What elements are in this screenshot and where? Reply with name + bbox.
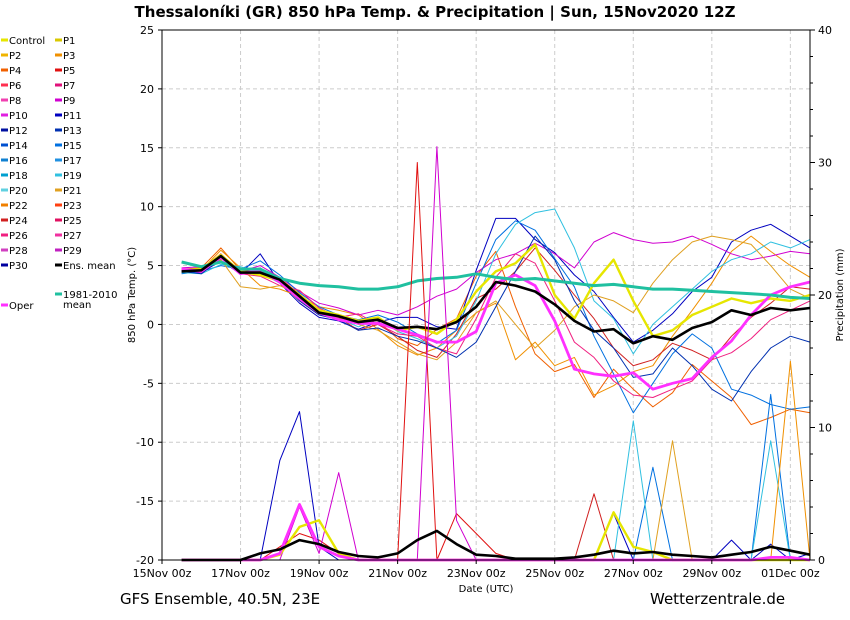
legend-label-p10: P10 (9, 111, 28, 122)
legend-label-p20: P20 (9, 186, 28, 197)
x-tick-label: 25Nov 00z (525, 567, 584, 580)
y-tick-label-left: 15 (140, 142, 154, 155)
y-tick-label-left: 20 (140, 83, 154, 96)
y-tick-label-left: -5 (143, 377, 154, 390)
y-axis-label-left: 850 hPa Temp. (°C) (127, 247, 138, 343)
legend-label-p15: P15 (63, 141, 82, 152)
x-tick-label: 23Nov 00z (447, 567, 506, 580)
legend-label-p12: P12 (9, 126, 28, 137)
legend-label-p6: P6 (9, 81, 21, 92)
legend-label-control: Control (9, 36, 45, 47)
y-tick-label-left: 25 (140, 24, 154, 37)
y-tick-label-left: 0 (147, 318, 154, 331)
legend-label-p13: P13 (63, 126, 82, 137)
y-tick-label-right: 30 (818, 157, 832, 170)
y-tick-label-right: 0 (818, 554, 825, 567)
x-tick-label: 17Nov 00z (211, 567, 270, 580)
x-tick-label: 15Nov 00z (133, 567, 192, 580)
legend-label-p8: P8 (9, 96, 21, 107)
y-tick-label-left: 10 (140, 201, 154, 214)
y-tick-label-left: -20 (136, 554, 154, 567)
x-axis-label: Date (UTC) (459, 584, 514, 595)
legend-label-p22: P22 (9, 201, 28, 212)
legend-label-p21: P21 (63, 186, 82, 197)
y-tick-label-left: 5 (147, 260, 154, 273)
legend-label-p1: P1 (63, 36, 75, 47)
grid-lines (161, 30, 810, 560)
legend-label-p2: P2 (9, 51, 21, 62)
legend-label-p29: P29 (63, 246, 82, 257)
legend-label-p7: P7 (63, 81, 75, 92)
y-tick-label-right: 20 (818, 289, 832, 302)
precip-line-p11 (181, 411, 811, 561)
precip-line-oper (181, 502, 811, 562)
footer-model: GFS Ensemble, 40.5N, 23E (120, 590, 320, 608)
legend-label-ens-mean: Ens. mean (63, 261, 116, 272)
legend-label-p16: P16 (9, 156, 28, 167)
temp-line-1981-2010-mean (181, 260, 811, 300)
precip-line-ens-mean (181, 529, 811, 562)
chart-title: Thessaloníki (GR) 850 hPa Temp. & Precip… (135, 3, 736, 22)
precip-line-p21 (181, 440, 810, 561)
legend-label-p17: P17 (63, 156, 82, 167)
y-tick-label-left: -10 (136, 436, 154, 449)
x-tick-label: 27Nov 00z (604, 567, 663, 580)
legend-label-p4: P4 (9, 66, 21, 77)
legend-label-p9: P9 (63, 96, 75, 107)
legend-label-p25: P25 (63, 216, 82, 227)
legend-label-oper: Oper (9, 301, 34, 312)
legend-label-1981-2010-mean: 1981-2010 mean (63, 290, 118, 311)
y-tick-label-right: 40 (818, 24, 832, 37)
legend-label-p5: P5 (63, 66, 75, 77)
legend-label-p11: P11 (63, 111, 82, 122)
legend-label-p3: P3 (63, 51, 75, 62)
legend-label-p27: P27 (63, 231, 82, 242)
legend-label-p26: P26 (9, 231, 28, 242)
temp-line-p9 (181, 232, 811, 316)
y-tick-label-left: -15 (136, 495, 154, 508)
precip-line-p5 (181, 162, 810, 561)
precip-line-p15 (181, 393, 810, 561)
legend: Control P1 P2 P3 P4 P5 P6 P7 P8 P9 P10 P11 P12 P13 P14… (1, 36, 118, 312)
y-tick-label-right: 10 (818, 422, 832, 435)
legend-label-p19: P19 (63, 171, 82, 182)
y-axis-label-right: Precipitation (mm) (835, 248, 846, 341)
legend-label-p28: P28 (9, 246, 28, 257)
temperature-series (181, 208, 811, 426)
x-tick-label: 21Nov 00z (368, 567, 427, 580)
legend-label-p24: P24 (9, 216, 28, 227)
legend-label-p14: P14 (9, 141, 28, 152)
footer-source: Wetterzentrale.de (650, 590, 785, 608)
legend-label-p30: P30 (9, 261, 28, 272)
axes: 15Nov 00z 17Nov 00z 19Nov 00z 21Nov 00z 23No… (133, 24, 832, 580)
legend-label-p23: P23 (63, 201, 82, 212)
x-tick-label: 29Nov 00z (682, 567, 741, 580)
temp-line-ens-mean (181, 254, 811, 345)
legend-label-p18: P18 (9, 171, 28, 182)
x-tick-label: 19Nov 00z (290, 567, 349, 580)
x-tick-label: 01Dec 00z (761, 567, 820, 580)
temp-line-p11 (181, 217, 811, 343)
